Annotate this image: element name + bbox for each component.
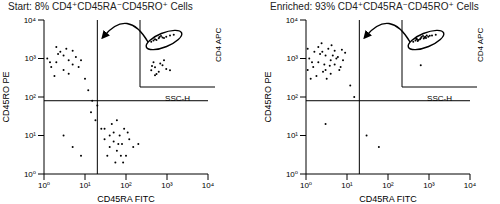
svg-text:10²: 10²	[24, 93, 36, 102]
svg-text:10²: 10²	[382, 181, 394, 190]
svg-text:10⁰: 10⁰	[38, 181, 50, 190]
svg-text:10⁴: 10⁴	[24, 16, 37, 25]
svg-text:10¹: 10¹	[79, 181, 91, 190]
svg-text:CD45RA FITC: CD45RA FITC	[359, 194, 417, 204]
svg-text:10³: 10³	[423, 181, 435, 190]
svg-text:10⁰: 10⁰	[300, 181, 312, 190]
svg-text:10²: 10²	[120, 181, 132, 190]
html-text:Enriched: 93% CD4⁺CD45RA⁻CD45R: Enriched: 93% CD4⁺CD45RA⁻CD45RO⁺ Cells	[270, 1, 479, 12]
svg-text:10⁴: 10⁴	[464, 181, 477, 190]
svg-text:10³: 10³	[161, 181, 173, 190]
svg-text:CD45RA FITC: CD45RA FITC	[97, 194, 155, 204]
svg-text:10¹: 10¹	[286, 131, 298, 140]
html-text:Start: 8% CD4⁺CD45RA⁻CD45RO⁺ C: Start: 8% CD4⁺CD45RA⁻CD45RO⁺ Cells	[8, 1, 193, 12]
svg-text:10⁴: 10⁴	[202, 181, 215, 190]
svg-text:10¹: 10¹	[24, 131, 36, 140]
svg-text:10⁰: 10⁰	[24, 170, 36, 179]
html-text:CD4 APC: CD4 APC	[476, 27, 485, 62]
svg-text:SSC-H: SSC-H	[165, 94, 190, 101]
svg-text:10⁴: 10⁴	[286, 16, 299, 25]
svg-text:CD45RO PE: CD45RO PE	[8, 71, 11, 122]
svg-text:10²: 10²	[286, 93, 298, 102]
svg-text:10¹: 10¹	[341, 181, 353, 190]
svg-text:CD45RO PE: CD45RO PE	[263, 71, 273, 122]
svg-text:10⁰: 10⁰	[286, 170, 298, 179]
svg-text:SSC-H: SSC-H	[427, 94, 452, 101]
html-text:CD4 APC: CD4 APC	[214, 27, 223, 62]
svg-text:10³: 10³	[24, 54, 36, 63]
svg-text:10³: 10³	[286, 54, 298, 63]
